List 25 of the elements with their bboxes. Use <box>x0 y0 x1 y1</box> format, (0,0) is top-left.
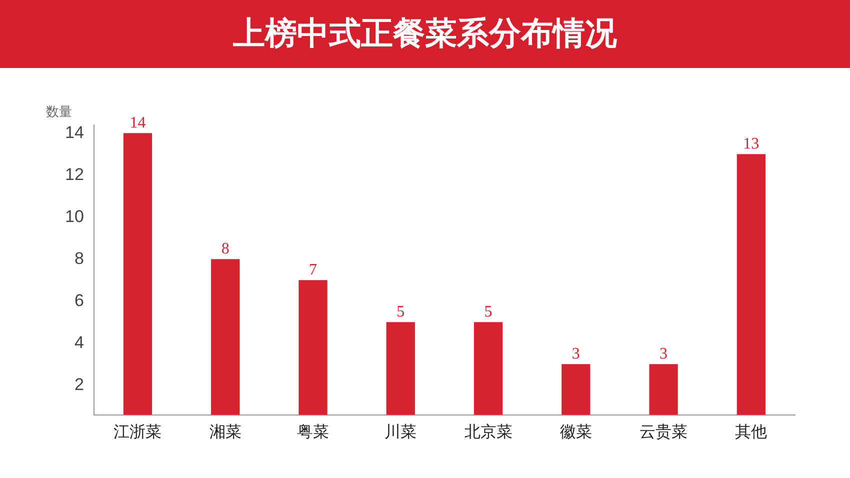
x-tick-label: 江浙菜 <box>114 422 162 441</box>
y-tick-label: 12 <box>64 165 84 184</box>
x-tick-label: 徽菜 <box>560 422 592 441</box>
y-axis-title: 数量 <box>46 104 72 120</box>
y-tick-label: 8 <box>74 249 84 268</box>
x-tick-label: 粤菜 <box>297 422 329 441</box>
data-label: 3 <box>572 346 580 363</box>
x-tick-label: 其他 <box>735 422 768 441</box>
data-label: 5 <box>484 304 492 321</box>
data-label: 13 <box>743 136 760 153</box>
y-tick-label: 10 <box>64 207 84 226</box>
x-tick-label: 北京菜 <box>464 422 512 441</box>
y-tick-label: 2 <box>74 375 84 394</box>
chart-title: 上榜中式正餐菜系分布情况 <box>233 13 617 54</box>
y-tick-label: 4 <box>74 333 84 352</box>
x-tick-label: 川菜 <box>384 422 417 441</box>
data-label: 7 <box>309 262 317 279</box>
y-tick-label: 14 <box>64 123 84 142</box>
data-label: 14 <box>130 114 146 132</box>
data-label: 5 <box>396 304 405 321</box>
y-tick-label: 6 <box>74 291 84 310</box>
x-tick-label: 湘菜 <box>209 422 242 441</box>
data-label: 8 <box>221 240 230 258</box>
data-label: 3 <box>660 346 668 363</box>
x-tick-label: 云贵菜 <box>640 422 688 441</box>
